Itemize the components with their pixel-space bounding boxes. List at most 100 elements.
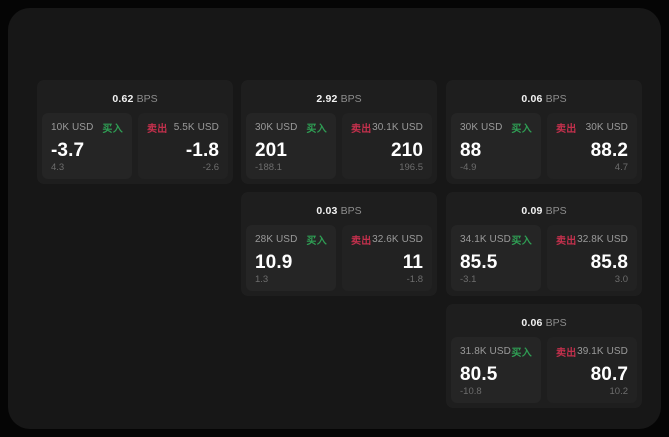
bps-value: 0.03 [316, 205, 338, 217]
buy-panel[interactable]: 34.1K USD 买入 85.5 -3.1 [451, 225, 541, 291]
bps-value: 2.92 [316, 93, 338, 105]
card-sides: 10K USD 买入 -3.7 4.3 卖出 5.5K USD -1.8 -2.… [42, 113, 228, 179]
buy-delta: -188.1 [255, 162, 282, 173]
sell-panel[interactable]: 卖出 30K USD 88.2 4.7 [547, 113, 637, 179]
bps-value: 0.06 [521, 93, 543, 105]
buy-quantity: 31.8K USD [460, 346, 511, 357]
buy-panel-header: 31.8K USD 买入 [460, 345, 532, 359]
buy-delta: -10.8 [460, 386, 482, 397]
bps-unit: BPS [340, 93, 362, 105]
bps-unit: BPS [545, 205, 567, 217]
buy-quantity: 28K USD [255, 234, 298, 245]
quote-column-2: 2.92 BPS 30K USD 买入 201 -188.1 卖出 [241, 80, 437, 304]
buy-panel-header: 30K USD 买入 [255, 121, 327, 135]
card-header: 0.03 BPS [246, 197, 432, 225]
card-header: 2.92 BPS [246, 85, 432, 113]
buy-panel[interactable]: 30K USD 买入 88 -4.9 [451, 113, 541, 179]
buy-panel-header: 30K USD 买入 [460, 121, 532, 135]
card-header: 0.62 BPS [42, 85, 228, 113]
card-sides: 30K USD 买入 201 -188.1 卖出 30.1K USD 210 1… [246, 113, 432, 179]
buy-price: -3.7 [51, 140, 85, 161]
sell-panel-header: 卖出 30.1K USD [351, 121, 423, 135]
sell-panel-header: 卖出 39.1K USD [556, 345, 628, 359]
sell-panel-header: 卖出 5.5K USD [147, 121, 219, 135]
card-sides: 30K USD 买入 88 -4.9 卖出 30K USD 88.2 4.7 [451, 113, 637, 179]
card-sides: 31.8K USD 买入 80.5 -10.8 卖出 39.1K USD 80.… [451, 337, 637, 403]
quote-card[interactable]: 0.03 BPS 28K USD 买入 10.9 1.3 卖出 [241, 192, 437, 296]
sell-delta: 196.5 [399, 162, 423, 173]
sell-delta: 4.7 [614, 162, 628, 173]
buy-price: 201 [255, 140, 288, 161]
buy-delta: -3.1 [460, 274, 477, 285]
bps-unit: BPS [340, 205, 362, 217]
sell-panel-header: 卖出 32.8K USD [556, 233, 628, 247]
bps-unit: BPS [545, 317, 567, 329]
buy-quantity: 30K USD [255, 122, 298, 133]
sell-delta: -2.6 [202, 162, 219, 173]
sell-tag: 卖出 [351, 124, 372, 135]
bps-unit: BPS [136, 93, 158, 105]
quote-column-1: 0.62 BPS 10K USD 买入 -3.7 4.3 卖出 [37, 80, 233, 192]
sell-panel[interactable]: 卖出 5.5K USD -1.8 -2.6 [138, 113, 228, 179]
buy-tag: 买入 [511, 348, 532, 359]
sell-panel-header: 卖出 30K USD [556, 121, 628, 135]
buy-panel-header: 34.1K USD 买入 [460, 233, 532, 247]
bps-unit: BPS [545, 93, 567, 105]
buy-delta: 1.3 [255, 274, 269, 285]
sell-price: 11 [402, 252, 423, 273]
quote-card[interactable]: 0.62 BPS 10K USD 买入 -3.7 4.3 卖出 [37, 80, 233, 184]
card-header: 0.06 BPS [451, 309, 637, 337]
buy-tag: 买入 [102, 124, 123, 135]
sell-delta: -1.8 [406, 274, 423, 285]
sell-panel[interactable]: 卖出 32.8K USD 85.8 3.0 [547, 225, 637, 291]
buy-quantity: 34.1K USD [460, 234, 511, 245]
quote-column-3: 0.06 BPS 30K USD 买入 88 -4.9 卖出 [446, 80, 642, 416]
buy-price: 10.9 [255, 252, 293, 273]
quote-card[interactable]: 0.06 BPS 31.8K USD 买入 80.5 -10.8 卖出 [446, 304, 642, 408]
buy-price: 80.5 [460, 364, 498, 385]
sell-panel-header: 卖出 32.6K USD [351, 233, 423, 247]
sell-panel[interactable]: 卖出 39.1K USD 80.7 10.2 [547, 337, 637, 403]
card-header: 0.06 BPS [451, 85, 637, 113]
buy-tag: 买入 [511, 124, 532, 135]
card-sides: 34.1K USD 买入 85.5 -3.1 卖出 32.8K USD 85.8… [451, 225, 637, 291]
sell-quantity: 30.1K USD [372, 122, 423, 133]
buy-panel[interactable]: 31.8K USD 买入 80.5 -10.8 [451, 337, 541, 403]
buy-panel[interactable]: 10K USD 买入 -3.7 4.3 [42, 113, 132, 179]
buy-panel[interactable]: 30K USD 买入 201 -188.1 [246, 113, 336, 179]
buy-quantity: 30K USD [460, 122, 503, 133]
sell-quantity: 5.5K USD [173, 122, 219, 133]
sell-quantity: 32.6K USD [372, 234, 423, 245]
quote-card[interactable]: 0.06 BPS 30K USD 买入 88 -4.9 卖出 [446, 80, 642, 184]
buy-tag: 买入 [511, 236, 532, 247]
sell-quantity: 39.1K USD [577, 346, 628, 357]
bps-value: 0.62 [112, 93, 134, 105]
sell-quantity: 32.8K USD [577, 234, 628, 245]
card-sides: 28K USD 买入 10.9 1.3 卖出 32.6K USD 11 -1.8 [246, 225, 432, 291]
bps-value: 0.09 [521, 205, 543, 217]
quote-card[interactable]: 2.92 BPS 30K USD 买入 201 -188.1 卖出 [241, 80, 437, 184]
sell-delta: 3.0 [614, 274, 628, 285]
buy-price: 88 [460, 140, 482, 161]
buy-delta: -4.9 [460, 162, 477, 173]
sell-tag: 卖出 [556, 124, 577, 135]
sell-price: 210 [390, 140, 423, 161]
buy-price: 85.5 [460, 252, 498, 273]
buy-tag: 买入 [306, 236, 327, 247]
buy-quantity: 10K USD [51, 122, 94, 133]
card-header: 0.09 BPS [451, 197, 637, 225]
sell-price: 80.7 [590, 364, 628, 385]
buy-panel-header: 10K USD 买入 [51, 121, 123, 135]
sell-price: 88.2 [590, 140, 628, 161]
sell-tag: 卖出 [147, 124, 168, 135]
sell-panel[interactable]: 卖出 30.1K USD 210 196.5 [342, 113, 432, 179]
sell-panel[interactable]: 卖出 32.6K USD 11 -1.8 [342, 225, 432, 291]
buy-delta: 4.3 [51, 162, 65, 173]
sell-price: 85.8 [590, 252, 628, 273]
app-background: 0.62 BPS 10K USD 买入 -3.7 4.3 卖出 [8, 8, 661, 429]
sell-tag: 卖出 [556, 236, 577, 247]
quote-card[interactable]: 0.09 BPS 34.1K USD 买入 85.5 -3.1 卖出 [446, 192, 642, 296]
sell-quantity: 30K USD [585, 122, 628, 133]
buy-panel[interactable]: 28K USD 买入 10.9 1.3 [246, 225, 336, 291]
buy-panel-header: 28K USD 买入 [255, 233, 327, 247]
